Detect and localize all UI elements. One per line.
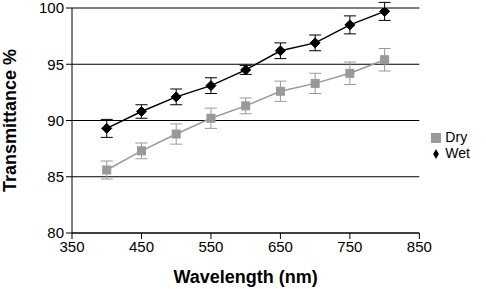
svg-text:450: 450 [129,238,154,255]
svg-text:850: 850 [407,238,432,255]
svg-text:100: 100 [39,0,64,16]
svg-text:Wavelength (nm): Wavelength (nm) [174,267,318,287]
svg-text:90: 90 [47,112,64,129]
svg-text:350: 350 [59,237,85,255]
svg-text:95: 95 [47,56,64,73]
svg-text:Transmittance %: Transmittance % [8,49,20,192]
svg-text:650: 650 [268,238,293,255]
html-text:Wet: Wet [445,144,470,161]
svg-text:550: 550 [198,238,223,255]
svg-text:85: 85 [47,168,64,185]
svg-text:750: 750 [337,238,362,255]
svg-text:80: 80 [47,224,64,241]
html-text:Dry: Dry [445,128,468,145]
